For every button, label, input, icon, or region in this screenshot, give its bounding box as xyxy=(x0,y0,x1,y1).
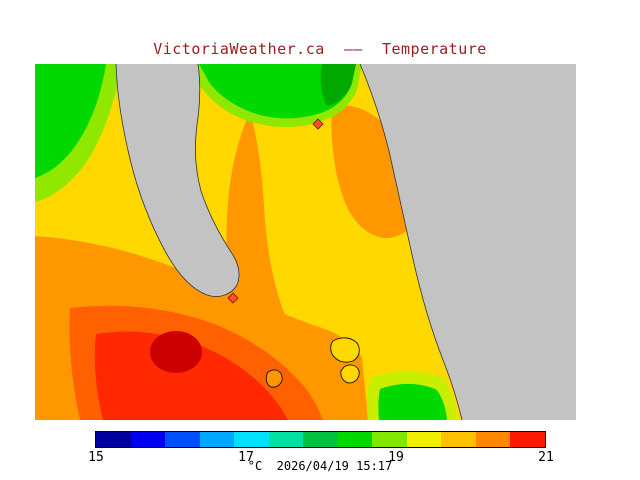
region-green-southeast xyxy=(378,383,447,420)
map-layers xyxy=(35,64,576,420)
temperature-colorbar xyxy=(95,431,546,448)
colorbar-segment xyxy=(199,432,235,447)
region-green-northwest xyxy=(35,64,106,178)
water-haro-strait xyxy=(360,64,576,420)
island-outline-1 xyxy=(330,337,360,363)
region-green-north xyxy=(199,64,356,119)
station-marker-south xyxy=(227,292,239,304)
colorbar-tick-15: 15 xyxy=(88,450,104,465)
station-marker-north xyxy=(312,118,324,130)
region-hotspot xyxy=(150,331,202,373)
colorbar-tick-19: 19 xyxy=(388,450,404,465)
colorbar-segment xyxy=(372,432,407,447)
region-orange-northeast xyxy=(331,105,417,239)
region-orange-peninsula xyxy=(226,112,286,320)
colorbar-segment xyxy=(303,432,338,447)
coastline-east xyxy=(359,64,463,420)
colorbar-segment xyxy=(234,432,269,447)
region-dark-green-north xyxy=(320,64,356,106)
colorbar-tick-21: 21 xyxy=(538,450,554,465)
colorbar-segment xyxy=(130,432,166,447)
island-outline-3 xyxy=(265,369,283,388)
island-outline-2 xyxy=(340,364,360,384)
colorbar-segment xyxy=(268,432,304,447)
colorbar-segment xyxy=(406,432,442,447)
region-red-south xyxy=(94,331,288,420)
page-title: VictoriaWeather.ca —— Temperature xyxy=(153,40,487,58)
colorbar-segment xyxy=(96,432,131,447)
colorbar-segments xyxy=(96,432,545,447)
colorbar-segment xyxy=(441,432,476,447)
colorbar-segment xyxy=(475,432,511,447)
colorbar-segment xyxy=(510,432,545,447)
colorbar-tick-17: 17 xyxy=(238,450,254,465)
colorbar-caption: °C 2026/04/19 15:17 xyxy=(247,459,393,473)
colorbar-segment xyxy=(337,432,373,447)
colorbar-segment xyxy=(165,432,200,447)
coastline-inlet xyxy=(115,64,240,297)
water-saanich-inlet xyxy=(116,64,240,297)
